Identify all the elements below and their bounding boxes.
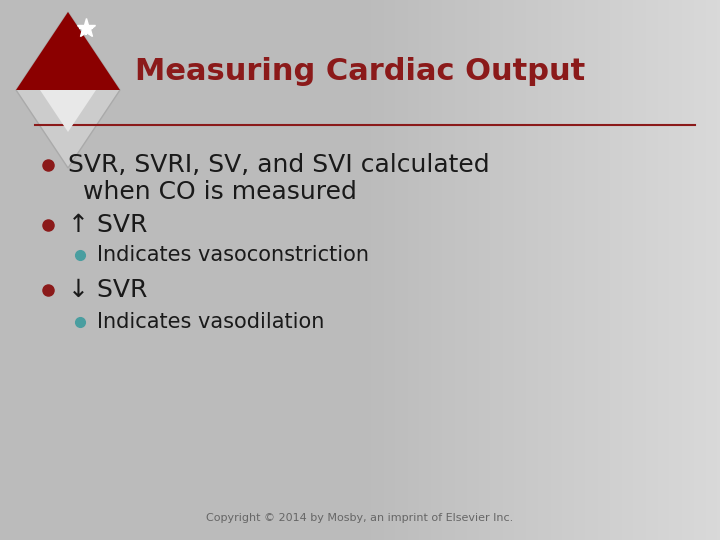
Text: SVR, SVRI, SV, and SVI calculated: SVR, SVRI, SV, and SVI calculated — [68, 153, 490, 177]
Polygon shape — [16, 12, 120, 90]
Polygon shape — [16, 12, 120, 168]
Text: Copyright © 2014 by Mosby, an imprint of Elsevier Inc.: Copyright © 2014 by Mosby, an imprint of… — [207, 513, 513, 523]
Polygon shape — [40, 48, 96, 132]
Text: Measuring Cardiac Output: Measuring Cardiac Output — [135, 57, 585, 86]
Text: ↑ SVR: ↑ SVR — [68, 213, 148, 237]
Text: when CO is measured: when CO is measured — [83, 180, 357, 204]
Text: Indicates vasoconstriction: Indicates vasoconstriction — [97, 245, 369, 265]
Text: ↓ SVR: ↓ SVR — [68, 278, 148, 302]
Text: Indicates vasodilation: Indicates vasodilation — [97, 312, 325, 332]
